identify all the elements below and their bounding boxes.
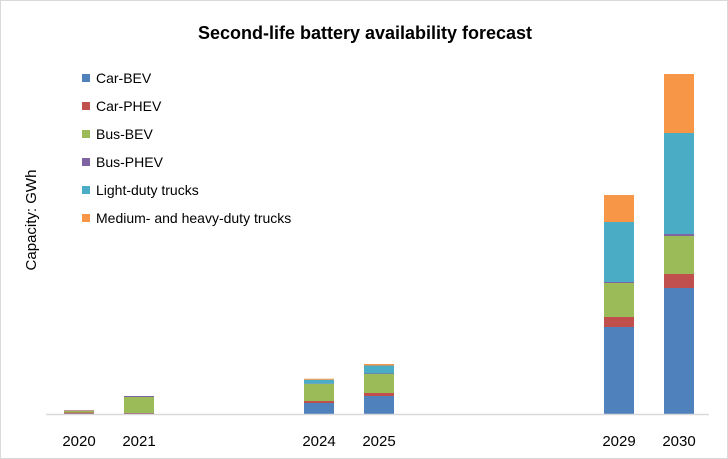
bar-segment-bus-phev-2025 xyxy=(364,373,394,374)
legend-swatch xyxy=(82,130,90,138)
x-tick-label: 2024 xyxy=(302,433,335,450)
bar-segment-bus-phev-2021 xyxy=(124,396,154,397)
bar-segment-medium-and-heavy-duty-trucks-2030 xyxy=(664,74,694,133)
bar-segment-bus-phev-2020 xyxy=(64,410,94,411)
bar-segment-car-phev-2024 xyxy=(304,401,334,403)
bar-segment-bus-bev-2021 xyxy=(124,397,154,413)
bar-segment-bus-bev-2020 xyxy=(64,411,94,413)
legend-label: Medium- and heavy-duty trucks xyxy=(96,210,291,226)
legend-swatch xyxy=(82,74,90,82)
x-tick-label: 2025 xyxy=(362,433,395,450)
bar-segment-bus-phev-2029 xyxy=(604,282,634,283)
x-tick-label: 2030 xyxy=(662,433,695,450)
bar-segment-medium-and-heavy-duty-trucks-2029 xyxy=(604,195,634,222)
legend-swatch xyxy=(82,158,90,166)
bar-segment-car-bev-2025 xyxy=(364,396,394,414)
bar-segment-car-phev-2021 xyxy=(124,413,154,414)
x-tick-label: 2020 xyxy=(62,433,95,450)
bar-segment-light-duty-trucks-2024 xyxy=(304,379,334,384)
bar-segment-car-phev-2020 xyxy=(64,412,94,414)
legend-swatch xyxy=(82,186,90,194)
bar-segment-bus-bev-2025 xyxy=(364,374,394,393)
bar-segment-bus-bev-2024 xyxy=(304,384,334,401)
legend-label: Light-duty trucks xyxy=(96,182,199,198)
chart-title: Second-life battery availability forecas… xyxy=(198,23,532,43)
bar-segment-car-phev-2025 xyxy=(364,393,394,396)
bar-segment-light-duty-trucks-2025 xyxy=(364,365,394,374)
x-tick-label: 2021 xyxy=(122,433,155,450)
bar-segment-bus-bev-2030 xyxy=(664,236,694,274)
bar-segment-car-bev-2030 xyxy=(664,288,694,414)
bar-segment-bus-phev-2030 xyxy=(664,234,694,236)
legend-label: Car-BEV xyxy=(96,70,152,86)
bar-segment-medium-and-heavy-duty-trucks-2025 xyxy=(364,364,394,366)
legend-label: Car-PHEV xyxy=(96,98,162,114)
bar-segment-light-duty-trucks-2029 xyxy=(604,222,634,282)
bar-segment-car-bev-2029 xyxy=(604,327,634,414)
bar-segment-bus-bev-2029 xyxy=(604,283,634,317)
legend-swatch xyxy=(82,102,90,110)
bar-segment-car-phev-2030 xyxy=(664,274,694,288)
legend-label: Bus-PHEV xyxy=(96,154,164,170)
y-axis-label: Capacity: GWh xyxy=(23,170,40,271)
x-tick-label: 2029 xyxy=(602,433,635,450)
bar-segment-car-bev-2024 xyxy=(304,403,334,414)
bar-segment-medium-and-heavy-duty-trucks-2024 xyxy=(304,378,334,380)
legend-swatch xyxy=(82,214,90,222)
legend-label: Bus-BEV xyxy=(96,126,153,142)
bar-segment-car-phev-2029 xyxy=(604,317,634,327)
bar-segment-light-duty-trucks-2030 xyxy=(664,133,694,234)
